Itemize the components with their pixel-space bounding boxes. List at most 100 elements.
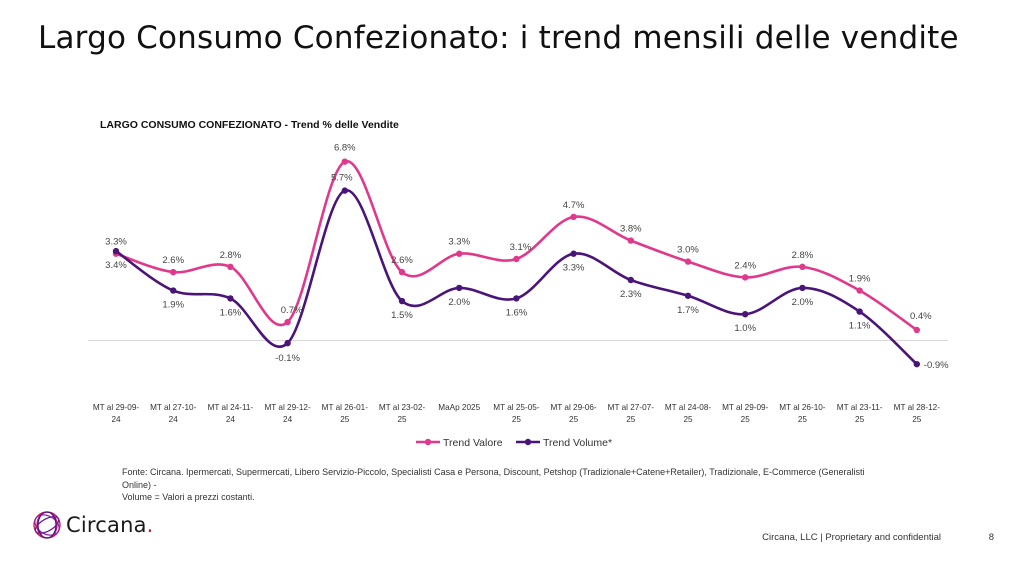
footer-confidential: Circana, LLC | Proprietary and confident… xyxy=(762,532,941,543)
data-label-valore: 1.9% xyxy=(849,274,871,285)
point-volume xyxy=(856,308,863,315)
legend-marker-volume xyxy=(524,438,532,446)
point-volume xyxy=(742,311,749,318)
point-volume xyxy=(170,287,177,294)
data-label-valore: 3.1% xyxy=(510,242,532,253)
data-label-valore: 0.7% xyxy=(281,305,303,316)
x-tick-label-line1: MT al 28-12- xyxy=(894,403,941,412)
point-valore xyxy=(284,318,291,326)
x-tick-label-line1: MT al 24-11- xyxy=(208,403,254,412)
logo-wordmark: Circana. xyxy=(66,513,154,537)
x-tick-label-line2: 25 xyxy=(397,415,407,424)
point-valore xyxy=(398,268,406,276)
data-label-valore: 2.4% xyxy=(734,260,756,271)
x-tick-label-line1: MaAp 2025 xyxy=(438,403,480,412)
x-tick-label-line1: MT al 26-01- xyxy=(322,403,369,412)
point-volume xyxy=(341,187,348,194)
point-volume xyxy=(284,339,291,347)
data-label-volume: 1.1% xyxy=(849,321,871,332)
data-label-volume: 2.0% xyxy=(448,297,470,308)
data-label-valore: 3.3% xyxy=(448,237,470,248)
source-line-1: Fonte: Circana. Ipermercati, Supermercat… xyxy=(122,467,865,490)
data-label-valore: 3.8% xyxy=(620,224,642,235)
series-line-volume xyxy=(115,189,918,366)
point-valore xyxy=(456,250,463,257)
x-tick-label-line2: 25 xyxy=(626,415,636,424)
x-tick-label-line2: 24 xyxy=(283,415,293,424)
point-volume xyxy=(799,284,806,292)
data-label-volume: 1.0% xyxy=(734,323,756,334)
x-tick-label-line1: MT al 29-12- xyxy=(264,403,311,412)
data-label-volume: 3.4% xyxy=(105,260,127,271)
legend-marker-valore xyxy=(424,438,432,446)
x-tick-label-line2: 25 xyxy=(855,415,865,424)
point-valore xyxy=(341,158,348,165)
x-tick-label-line2: 25 xyxy=(741,415,751,424)
source-note: Fonte: Circana. Ipermercati, Supermercat… xyxy=(122,466,882,504)
point-volume xyxy=(627,276,634,284)
data-label-volume: 1.6% xyxy=(220,307,242,318)
point-valore xyxy=(170,268,177,276)
chart-title: LARGO CONSUMO CONFEZIONATO - Trend % del… xyxy=(100,119,399,131)
x-tick-label-line2: 25 xyxy=(569,415,579,424)
data-label-valore: 3.3% xyxy=(105,237,127,248)
point-valore xyxy=(570,213,577,221)
point-volume xyxy=(227,295,234,302)
data-label-volume: 1.6% xyxy=(506,307,528,318)
x-tick-label-line2: 25 xyxy=(798,415,808,424)
x-tick-label-line1: MT al 29-06- xyxy=(550,403,597,412)
point-valore xyxy=(799,263,806,271)
data-label-valore: 2.6% xyxy=(391,255,413,266)
point-volume xyxy=(570,250,577,257)
data-label-valore: 2.8% xyxy=(220,250,242,261)
data-label-volume: 3.3% xyxy=(563,263,585,274)
legend-label-volume: Trend Volume* xyxy=(543,437,612,449)
data-label-volume: 2.3% xyxy=(620,289,642,300)
data-label-volume: 1.9% xyxy=(162,300,184,311)
x-tick-label-line1: MT al 27-10- xyxy=(150,403,197,412)
x-tick-label-line2: 25 xyxy=(340,415,350,424)
x-tick-label-line1: MT al 23-11- xyxy=(837,403,883,412)
data-label-volume: 5.7% xyxy=(331,173,353,184)
x-tick-label-line2: 24 xyxy=(169,415,179,424)
data-label-valore: 2.6% xyxy=(162,255,184,266)
x-tick-label-line2: 25 xyxy=(912,415,922,424)
x-tick-label-line1: MT al 29-09- xyxy=(722,403,769,412)
page-number: 8 xyxy=(988,532,994,543)
point-volume xyxy=(913,360,920,368)
x-tick-label-line1: MT al 26-10- xyxy=(779,403,826,412)
series-line-valore xyxy=(115,160,918,332)
slide-title: Largo Consumo Confezionato: i trend mens… xyxy=(38,20,959,56)
point-volume xyxy=(513,295,520,302)
data-label-valore: 2.8% xyxy=(792,250,814,261)
point-volume xyxy=(684,292,692,299)
circana-logo: Circana. xyxy=(32,507,154,543)
point-volume xyxy=(398,297,406,305)
x-tick-label-line2: 25 xyxy=(512,415,522,424)
data-label-valore: 6.8% xyxy=(334,143,356,154)
point-valore xyxy=(227,263,234,271)
circana-logo-icon xyxy=(33,511,61,539)
data-label-valore: 0.4% xyxy=(910,311,932,322)
data-label-volume: -0.9% xyxy=(924,360,949,371)
x-tick-label-line2: 25 xyxy=(683,415,693,424)
data-label-volume: 1.7% xyxy=(677,305,699,316)
data-label-volume: 2.0% xyxy=(792,297,814,308)
point-valore xyxy=(513,255,520,263)
x-tick-label-line1: MT al 23-02- xyxy=(379,403,426,412)
point-volume xyxy=(456,284,463,292)
x-tick-label-line1: MT al 24-08- xyxy=(665,403,712,412)
x-tick-label-line1: MT al 27-07- xyxy=(608,403,655,412)
point-valore xyxy=(913,326,920,334)
point-valore xyxy=(627,237,634,244)
data-label-volume: -0.1% xyxy=(275,353,300,364)
x-tick-label-line1: MT al 25-05- xyxy=(493,403,540,412)
x-tick-label-line2: 24 xyxy=(226,415,236,424)
data-label-volume: 1.5% xyxy=(391,310,413,321)
data-label-valore: 3.0% xyxy=(677,245,699,256)
source-line-2: Volume = Valori a prezzi costanti. xyxy=(122,492,255,502)
point-valore xyxy=(684,258,692,265)
x-tick-label-line2: 24 xyxy=(111,415,121,424)
legend-label-valore: Trend Valore xyxy=(443,437,503,449)
x-tick-label-line1: MT al 29-09- xyxy=(93,403,140,412)
